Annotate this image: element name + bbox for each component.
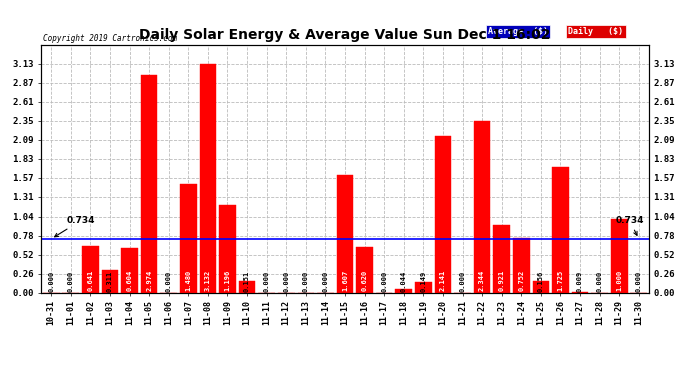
Text: 0.000: 0.000 [381,270,387,292]
Text: 1.607: 1.607 [342,270,348,291]
Text: 0.000: 0.000 [166,270,172,292]
Text: 0.000: 0.000 [48,270,55,292]
Bar [435,136,451,292]
Text: 0.311: 0.311 [107,270,113,292]
Text: 0.000: 0.000 [68,270,74,292]
Text: 0.000: 0.000 [283,270,289,292]
Text: 0.604: 0.604 [126,270,132,291]
Text: 0.734: 0.734 [55,216,95,237]
Text: 0.641: 0.641 [88,270,93,291]
Text: 0.000: 0.000 [635,270,642,292]
Bar [395,289,412,292]
Text: 1.725: 1.725 [558,270,564,291]
Text: 1.000: 1.000 [616,270,622,291]
Bar [415,282,432,292]
Text: 1.480: 1.480 [186,270,191,291]
Text: 0.000: 0.000 [597,270,602,292]
Bar [356,247,373,292]
Text: 0.156: 0.156 [538,270,544,292]
Bar [493,225,510,292]
Text: 2.141: 2.141 [440,270,446,291]
Text: 0.044: 0.044 [401,270,407,292]
Text: 0.000: 0.000 [322,270,328,292]
Bar [180,184,197,292]
Bar [552,166,569,292]
Text: 2.344: 2.344 [479,270,485,291]
Text: 0.009: 0.009 [577,270,583,292]
Bar [513,238,530,292]
Bar [82,246,99,292]
Bar [533,281,549,292]
Bar [337,175,353,292]
Bar [199,64,216,292]
Text: Daily   ($): Daily ($) [569,27,624,36]
Title: Daily Solar Energy & Average Value Sun Dec 1 16:02: Daily Solar Energy & Average Value Sun D… [139,28,551,42]
Text: Average  ($): Average ($) [488,27,548,36]
Text: 3.132: 3.132 [205,270,211,291]
Text: Copyright 2019 Cartronics.com: Copyright 2019 Cartronics.com [43,33,177,42]
Text: 0.151: 0.151 [244,270,250,292]
Text: 0.752: 0.752 [518,270,524,291]
Text: 0.734: 0.734 [615,216,644,235]
Bar [141,75,157,292]
Text: 0.000: 0.000 [303,270,309,292]
Text: 0.000: 0.000 [264,270,270,292]
Text: 1.196: 1.196 [224,270,230,291]
Bar [474,122,491,292]
Bar [239,282,255,292]
Bar [101,270,118,292]
Text: 0.921: 0.921 [499,270,504,291]
Text: 0.149: 0.149 [420,270,426,292]
Bar [121,248,138,292]
Text: 0.000: 0.000 [460,270,466,292]
Text: 0.620: 0.620 [362,270,368,291]
Text: 2.974: 2.974 [146,270,152,291]
Bar [219,205,236,292]
Bar [611,219,627,292]
